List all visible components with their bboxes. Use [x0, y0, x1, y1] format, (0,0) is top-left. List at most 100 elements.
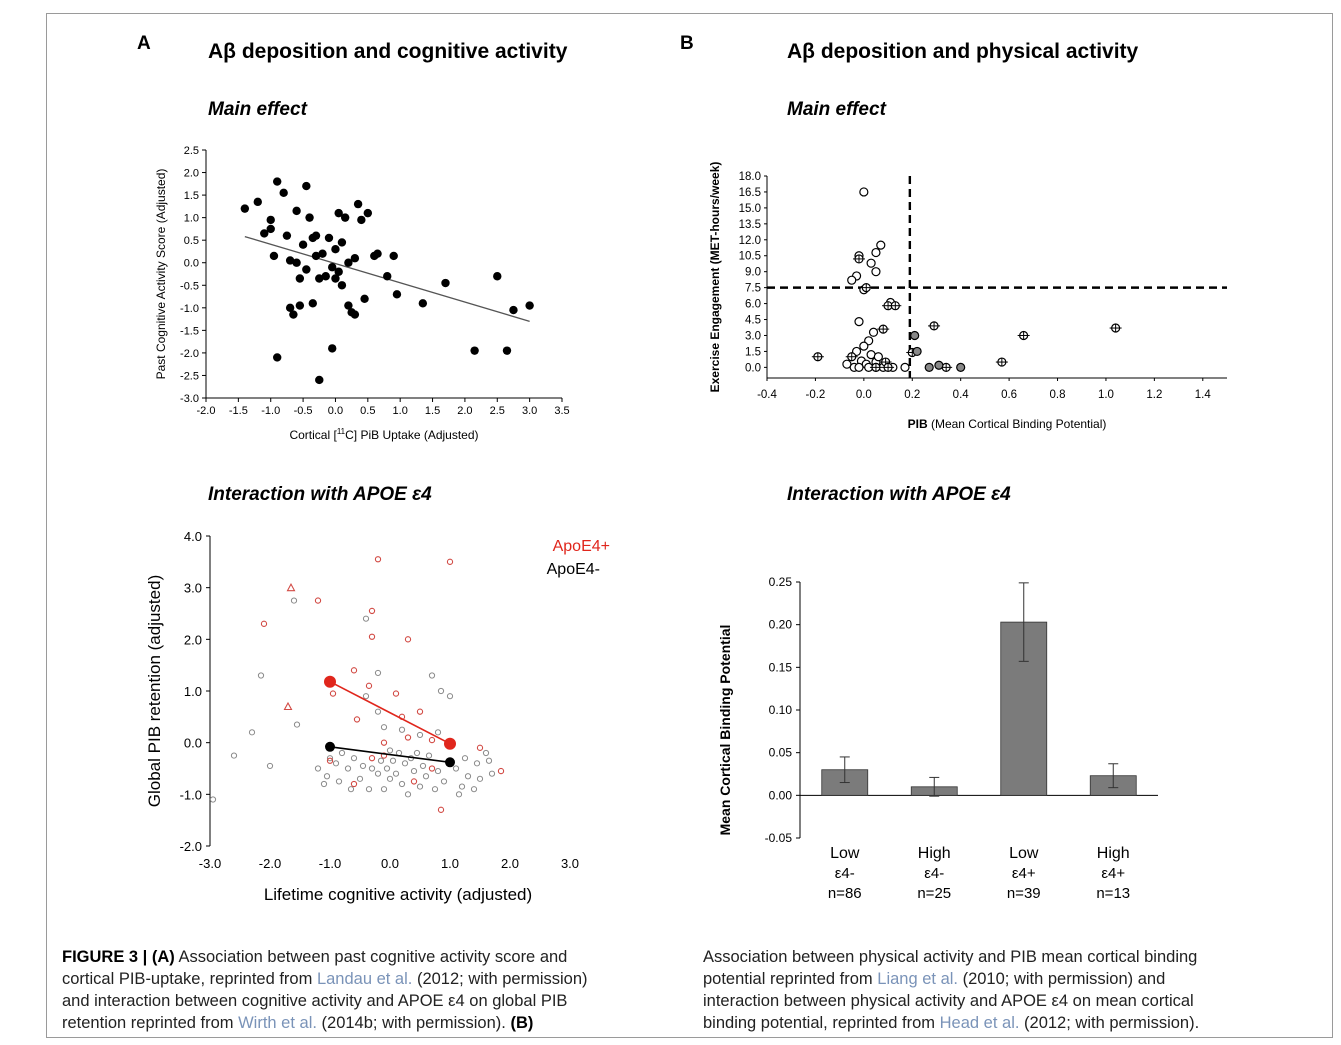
x-tick-label: 0.0	[856, 389, 872, 401]
apoe4-negative-point	[368, 765, 376, 772]
chart-cognitive-interaction-scatter: -2.0 -1.0 0.0 1.0 2.0 3.0 4.0 -3.0 -2.0 -1.0 0.0 1.…	[145, 529, 610, 904]
data-point	[295, 274, 305, 283]
apoe4-positive-point	[380, 739, 388, 746]
apoe4-negative-point	[422, 773, 430, 780]
x-axis-label: Lifetime cognitive activity (adjusted)	[264, 885, 532, 904]
y-tick-label: 0.10	[769, 703, 793, 717]
caption-text: Association between physical activity an…	[703, 948, 1198, 966]
caption-reference-link[interactable]: Head et al.	[939, 1014, 1020, 1032]
apoe4-negative-point	[440, 778, 448, 785]
filled-circle-point	[910, 330, 920, 341]
data-point	[311, 251, 321, 261]
apoe4-negative-point	[338, 749, 346, 757]
x-tick-label: 0.0	[381, 856, 399, 871]
data-point	[334, 208, 343, 218]
apoe4-positive-triangle-point	[283, 701, 293, 711]
apoe4-negative-point	[437, 687, 445, 695]
caption-text: (2010; with permission) and	[958, 970, 1166, 988]
data-point	[266, 224, 275, 234]
apoe4-negative-point	[266, 762, 274, 770]
caption-text: Association between past cognitive activ…	[174, 948, 568, 966]
apoe4-positive-point	[368, 755, 376, 762]
caption-right: Association between physical activity an…	[703, 946, 1323, 1034]
apoe4-negative-point	[377, 757, 385, 764]
apoe4-negative-point	[335, 778, 343, 785]
category-label: Low	[830, 845, 860, 862]
apoe4-positive-point	[326, 757, 334, 764]
apoe4-negative-point	[293, 721, 301, 728]
category-label: ε4+	[1012, 865, 1036, 882]
y-tick-label: 7.5	[745, 283, 761, 295]
x-tick-label: 0.2	[904, 389, 920, 401]
panel-a-main-subtitle: Main effect	[208, 99, 307, 120]
caption-reference-link[interactable]: Liang et al.	[877, 970, 958, 988]
apoe4-negative-point	[359, 762, 367, 770]
filled-circle-point	[912, 346, 922, 357]
y-tick-label: 6.0	[745, 299, 761, 311]
chart-physical-interaction-bar: -0.05 0.00 0.05 0.10 0.15 0.20 0.25 Low ε4- n=86 H…	[717, 575, 1158, 902]
apoe4-positive-point	[314, 597, 322, 604]
apoe4-negative-point	[434, 767, 442, 775]
apoe4-negative-point	[332, 760, 340, 767]
category-label: ε4+	[1101, 865, 1125, 882]
open-circle-point	[871, 247, 881, 258]
apoe4-negative-point	[248, 729, 256, 736]
x-tick-label: -0.4	[757, 389, 777, 401]
apoe4-negative-point	[419, 762, 427, 770]
data-point	[318, 249, 327, 258]
data-point	[240, 204, 250, 213]
x-tick-label: 2.5	[490, 405, 505, 417]
y-tick-label: -3.0	[180, 393, 199, 405]
data-point	[331, 274, 340, 283]
data-point	[292, 258, 301, 267]
apoe4-positive-point	[329, 690, 337, 697]
apoe4-negative-point	[257, 672, 265, 679]
apoe4-positive-point	[374, 556, 382, 563]
data-point	[350, 310, 360, 319]
apoe4-negative-fit-line	[329, 746, 451, 764]
data-point	[273, 177, 282, 186]
y-tick-label: 1.5	[745, 346, 761, 358]
caption-reference-link[interactable]: Wirth et al.	[238, 1014, 317, 1032]
apoe4-negative-point	[461, 755, 469, 762]
apoe4-negative-point	[413, 749, 421, 757]
apoe4-negative-point	[476, 775, 484, 782]
apoe4-positive-point	[368, 607, 376, 615]
apoe4-negative-point	[314, 765, 322, 772]
open-circle-point	[868, 327, 879, 337]
open-circle-point	[854, 362, 864, 372]
caption-reference-link[interactable]: Landau et al.	[316, 970, 413, 988]
filled-circle-point	[934, 360, 944, 370]
apoe4-positive-point	[392, 690, 400, 697]
apoe4-negative-point	[356, 775, 364, 782]
y-tick-label: 0.15	[769, 660, 793, 674]
legend-apoe4-positive: ApoE4+	[553, 538, 610, 555]
apoe4-negative-point	[404, 791, 412, 798]
apoe4-negative-point	[410, 767, 418, 775]
open-circle-point	[842, 359, 852, 369]
data-point	[363, 208, 373, 218]
apoe4-negative-point	[416, 731, 424, 739]
y-tick-label: 0.05	[769, 746, 793, 760]
x-tick-label: 1.2	[1146, 389, 1162, 401]
apoe4-negative-fit-endpoint	[325, 741, 335, 752]
caption-text: and interaction between cognitive activi…	[62, 992, 568, 1010]
y-tick-label: 15.0	[739, 203, 761, 215]
x-tick-label: -1.0	[319, 856, 341, 871]
data-point	[279, 188, 288, 198]
data-point	[321, 272, 330, 281]
y-tick-label: 3.0	[745, 330, 761, 342]
data-point	[344, 258, 353, 267]
data-point	[308, 299, 317, 308]
data-point	[273, 353, 282, 362]
apoe4-positive-fit-endpoint	[324, 675, 336, 688]
apoe4-negative-point	[380, 786, 388, 793]
caption-text: (2012; with permission)	[412, 970, 588, 988]
data-point	[509, 305, 518, 315]
y-tick-label: 0.25	[769, 575, 793, 589]
data-point	[305, 213, 314, 222]
y-tick-label: 2.5	[184, 145, 199, 157]
open-circle-point	[900, 362, 910, 372]
apoe4-negative-point	[323, 773, 331, 780]
data-point	[315, 274, 324, 283]
